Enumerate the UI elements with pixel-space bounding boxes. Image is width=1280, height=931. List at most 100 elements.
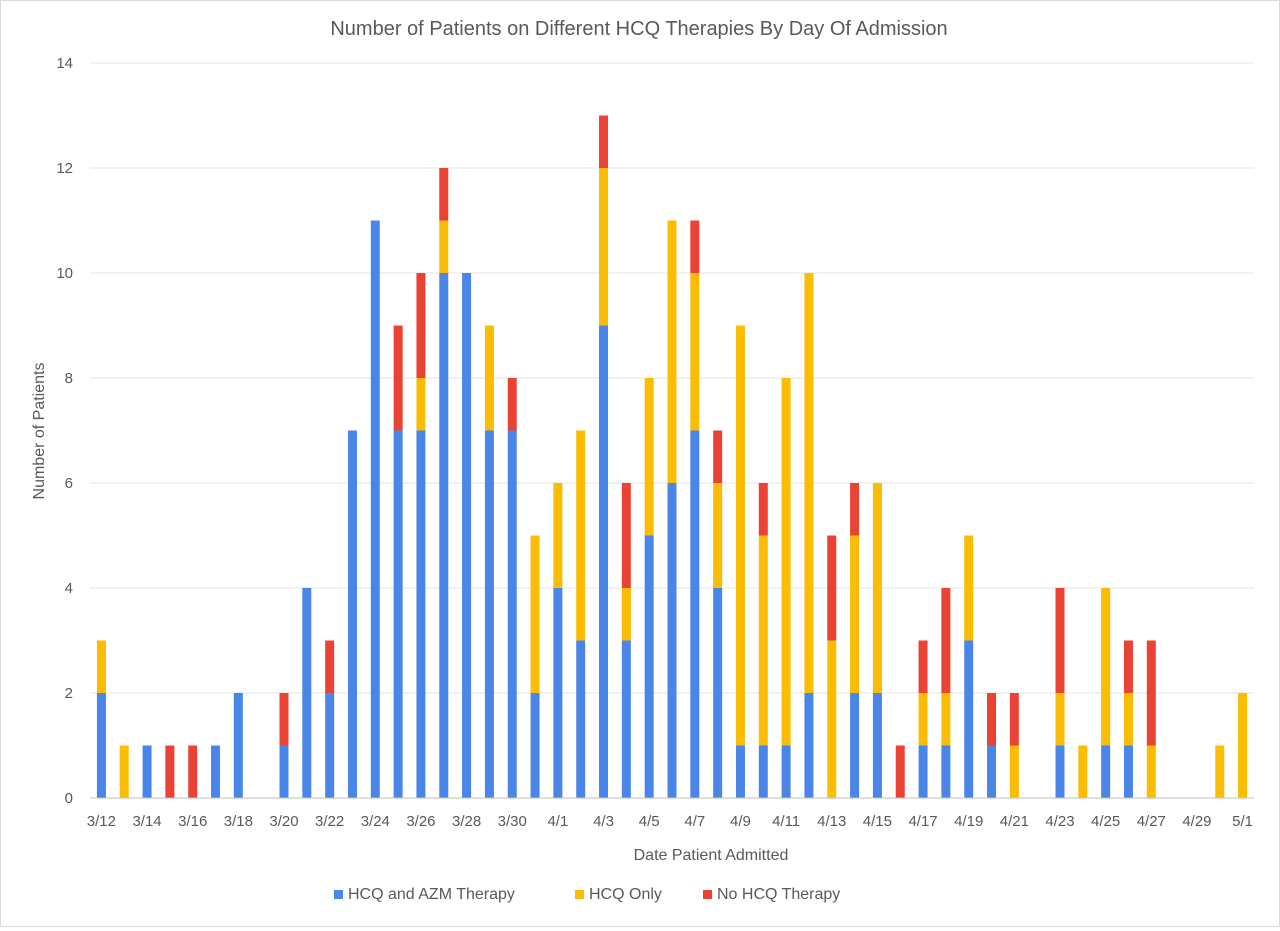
x-tick-label: 5/1: [1232, 813, 1253, 830]
legend-swatch: [703, 890, 712, 899]
bar-segment-no-hcq: [758, 483, 768, 536]
bar-segment-hcq-only: [781, 378, 791, 746]
bar-segment-no-hcq: [599, 115, 609, 168]
bar-segment-hcq-azm: [325, 693, 335, 798]
bar-segment-no-hcq: [1146, 640, 1156, 746]
x-axis-ticks: 3/12 3/14 3/16 3/18 3/20 3/22 3/24 3/26 3/28 3/30…: [87, 813, 1253, 830]
x-axis-title: Date Patient Admitted: [634, 847, 789, 864]
bar-segment-no-hcq: [621, 483, 631, 588]
x-tick-label: 4/29: [1182, 813, 1211, 830]
bar-segment-hcq-only: [119, 745, 129, 798]
bar-segment-hcq-azm: [439, 273, 449, 798]
bar-segment-no-hcq: [690, 220, 700, 273]
bar-segment-hcq-only: [804, 273, 814, 693]
x-tick-label: 3/16: [178, 813, 207, 830]
y-tick-label: 0: [65, 790, 73, 807]
bar-segment-hcq-azm: [462, 273, 472, 798]
bar-segment-no-hcq: [827, 535, 837, 641]
legend-label: No HCQ Therapy: [717, 886, 840, 903]
bar-segment-hcq-azm: [302, 588, 312, 798]
bar-segment-hcq-azm: [279, 745, 289, 798]
bar-segment-hcq-azm: [347, 430, 357, 798]
bar-segment-hcq-azm: [872, 693, 882, 798]
bar-segment-hcq-azm: [393, 430, 403, 798]
bar-segment-no-hcq: [507, 378, 517, 431]
bar-segment-hcq-azm: [1055, 745, 1065, 798]
bar-segment-hcq-only: [1055, 693, 1065, 746]
bar-segment-hcq-only: [96, 640, 106, 693]
bar-segment-hcq-azm: [644, 535, 654, 798]
bar-segment-hcq-only: [827, 640, 837, 798]
bar-segment-hcq-azm: [781, 745, 791, 798]
bar-segment-no-hcq: [918, 640, 928, 693]
bar-segment-hcq-azm: [416, 430, 426, 798]
x-tick-label: 3/30: [498, 813, 527, 830]
bar-segment-hcq-only: [1123, 693, 1133, 746]
x-tick-label: 3/26: [406, 813, 435, 830]
bar-segment-hcq-only: [964, 535, 974, 641]
y-tick-label: 10: [56, 265, 73, 282]
x-tick-label: 4/1: [547, 813, 568, 830]
bar-segment-hcq-only: [758, 535, 768, 746]
bar-segment-hcq-azm: [964, 640, 974, 798]
bar-segment-hcq-only: [416, 378, 426, 431]
bar-segment-no-hcq: [1009, 693, 1019, 746]
bar-segment-no-hcq: [188, 745, 198, 798]
y-tick-label: 14: [56, 55, 73, 72]
bar-segment-hcq-azm: [713, 588, 723, 798]
bar-segment-hcq-azm: [484, 430, 494, 798]
x-tick-label: 4/9: [730, 813, 751, 830]
x-tick-label: 3/22: [315, 813, 344, 830]
y-tick-label: 8: [65, 370, 73, 387]
bar-segment-hcq-only: [439, 220, 449, 273]
x-tick-label: 4/11: [772, 813, 800, 830]
bar-segment-hcq-only: [484, 325, 494, 431]
bar-segment-hcq-azm: [690, 430, 700, 798]
x-tick-label: 4/15: [863, 813, 892, 830]
bar-segment-hcq-azm: [96, 693, 106, 798]
x-tick-label: 3/24: [361, 813, 390, 830]
bar-segment-hcq-only: [667, 220, 677, 483]
x-tick-label: 4/23: [1045, 813, 1074, 830]
y-tick-label: 6: [65, 475, 73, 492]
bar-segment-hcq-azm: [142, 745, 152, 798]
bar-segment-hcq-azm: [576, 640, 586, 798]
legend: HCQ and AZM Therapy HCQ Only No HCQ Therap…: [334, 886, 840, 903]
bar-segment-no-hcq: [1123, 640, 1133, 693]
bar-segment-hcq-azm: [599, 325, 609, 798]
x-tick-label: 4/19: [954, 813, 983, 830]
bar-segment-no-hcq: [895, 745, 905, 798]
bar-segment-hcq-azm: [233, 693, 243, 798]
bar-segment-no-hcq: [713, 430, 723, 483]
bar-segment-hcq-azm: [918, 745, 928, 798]
legend-label: HCQ Only: [589, 886, 662, 903]
bar-segment-hcq-azm: [530, 693, 540, 798]
bar-segment-hcq-only: [1009, 745, 1019, 798]
x-tick-label: 4/17: [908, 813, 937, 830]
bar-segment-hcq-only: [735, 325, 745, 746]
y-tick-label: 2: [65, 685, 73, 702]
bar-segment-hcq-azm: [735, 745, 745, 798]
x-tick-label: 3/18: [224, 813, 253, 830]
bar-segment-no-hcq: [1055, 588, 1065, 693]
x-tick-label: 4/7: [684, 813, 705, 830]
bar-segment-no-hcq: [850, 483, 860, 536]
bar-segment-hcq-azm: [667, 483, 677, 798]
bar-segment-hcq-only: [713, 483, 723, 588]
x-tick-label: 3/12: [87, 813, 116, 830]
bar-segment-hcq-only: [530, 535, 540, 693]
x-tick-label: 4/25: [1091, 813, 1120, 830]
x-tick-label: 3/14: [132, 813, 161, 830]
bar-segment-hcq-only: [1101, 588, 1111, 746]
bar-segment-hcq-only: [941, 693, 951, 746]
bar-segment-hcq-azm: [507, 430, 517, 798]
legend-swatch: [575, 890, 584, 899]
bar-segment-hcq-only: [918, 693, 928, 746]
bar-segment-hcq-azm: [941, 745, 951, 798]
bar-segment-hcq-only: [1146, 745, 1156, 798]
bar-segment-hcq-azm: [621, 640, 631, 798]
bar-segment-no-hcq: [416, 273, 426, 378]
bar-segment-no-hcq: [279, 693, 289, 746]
bar-segment-no-hcq: [987, 693, 997, 746]
bar-segment-hcq-only: [621, 588, 631, 641]
